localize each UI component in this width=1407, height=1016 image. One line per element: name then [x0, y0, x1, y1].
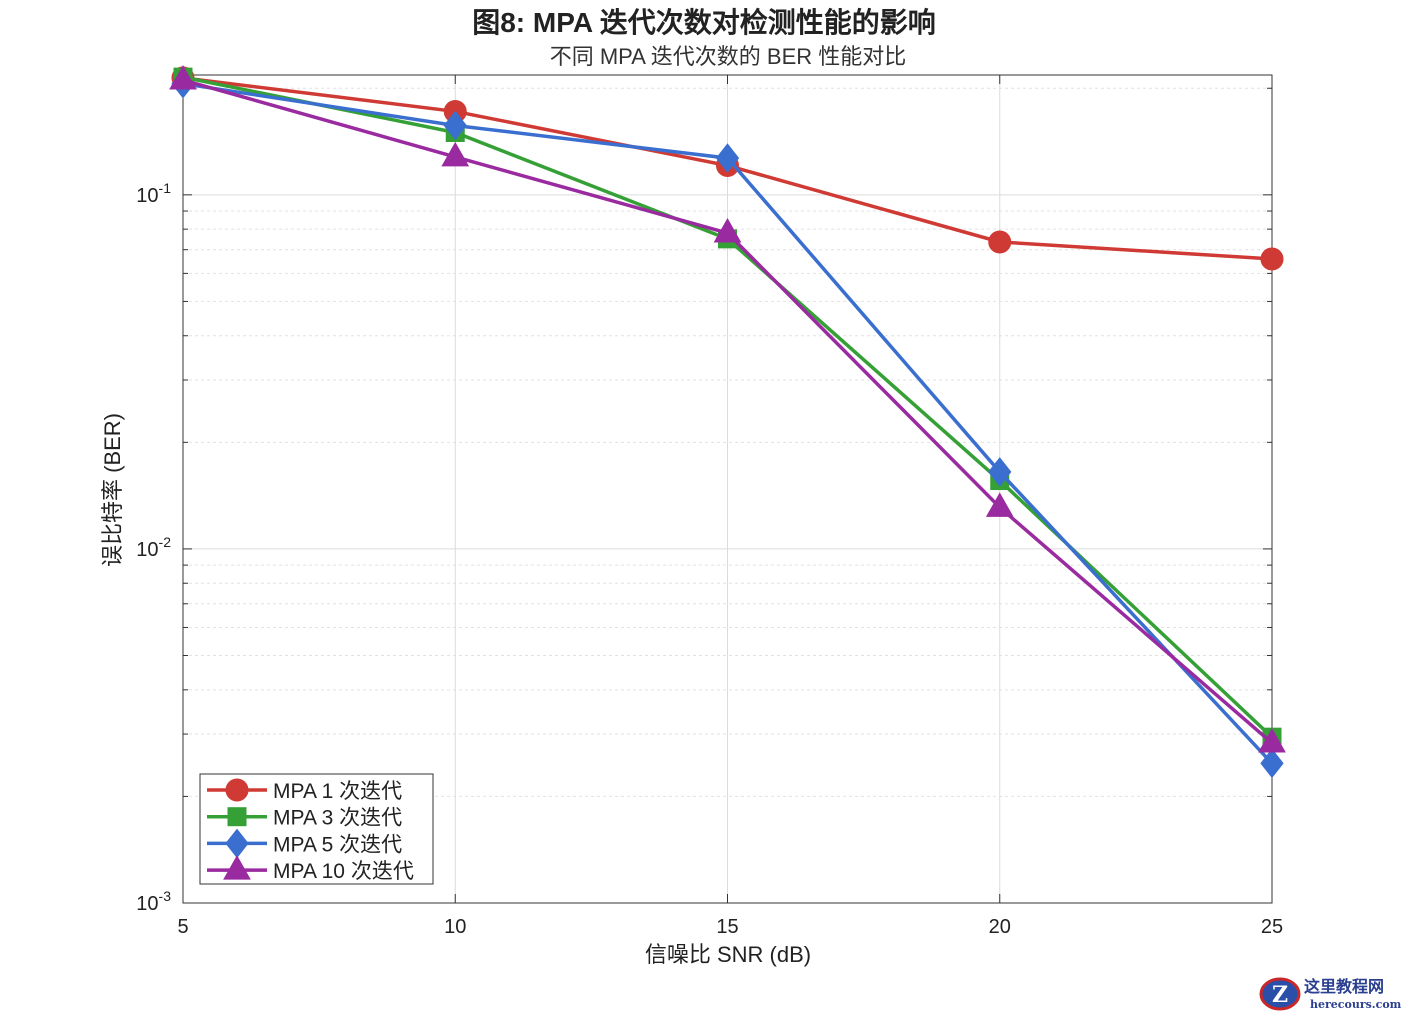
x-tick-label: 25: [1261, 916, 1283, 938]
triangle-marker: [223, 855, 251, 880]
square-marker: [227, 807, 247, 827]
y-axis-label: 误比特率 (BER): [100, 413, 125, 567]
watermark-logo: Z 这里教程网 herecours.com: [1259, 977, 1402, 1011]
legend-item: MPA 5 次迭代: [207, 828, 402, 859]
triangle-marker: [985, 492, 1014, 517]
diamond-marker: [1260, 748, 1284, 779]
legend-label: MPA 10 次迭代: [273, 860, 414, 883]
triangle-marker: [713, 218, 742, 243]
circle-marker: [988, 230, 1012, 254]
triangle-marker: [441, 141, 470, 167]
x-tick-label: 10: [444, 916, 466, 938]
chart-subtitle: 不同 MPA 迭代次数的 BER 性能对比: [550, 44, 907, 69]
watermark-text-en: herecours.com: [1310, 998, 1402, 1011]
x-tick-label: 5: [177, 916, 188, 938]
legend-item: MPA 3 次迭代: [207, 807, 402, 830]
series-4: [169, 65, 1286, 753]
legend-label: MPA 5 次迭代: [273, 833, 402, 856]
diamond-marker: [988, 457, 1012, 487]
ticks: 10-1 10-2 10-3 5 10 15 20 25: [136, 75, 1283, 938]
legend-item: MPA 10 次迭代: [207, 855, 414, 883]
legend-item: MPA 1 次迭代: [207, 778, 402, 803]
watermark-z-letter: Z: [1272, 982, 1288, 1008]
y-tick-label: 10-1: [136, 180, 171, 207]
watermark-z-icon: [1259, 977, 1301, 1011]
legend-label: MPA 1 次迭代: [273, 780, 402, 803]
triangle-marker: [169, 65, 197, 90]
series-layer: [169, 65, 1286, 779]
circle-marker: [1260, 247, 1284, 271]
legend: MPA 1 次迭代 MPA 3 次迭代 MPA 5 次迭代 MPA 10 次迭代: [199, 773, 434, 885]
x-tick-label: 15: [716, 916, 738, 938]
y-tick-label: 10-2: [136, 534, 171, 561]
diamond-marker: [715, 143, 740, 173]
chart-title: 图8: MPA 迭代次数对检测性能的影响: [472, 6, 936, 38]
circle-marker: [225, 778, 249, 802]
legend-label: MPA 3 次迭代: [273, 807, 402, 830]
x-tick-label: 20: [989, 916, 1011, 938]
triangle-marker: [1258, 728, 1286, 753]
x-axis-label: 信噪比 SNR (dB): [645, 942, 811, 967]
diamond-marker: [443, 110, 467, 141]
y-tick-label: 10-3: [136, 888, 171, 915]
watermark-text-cn: 这里教程网: [1304, 977, 1384, 996]
